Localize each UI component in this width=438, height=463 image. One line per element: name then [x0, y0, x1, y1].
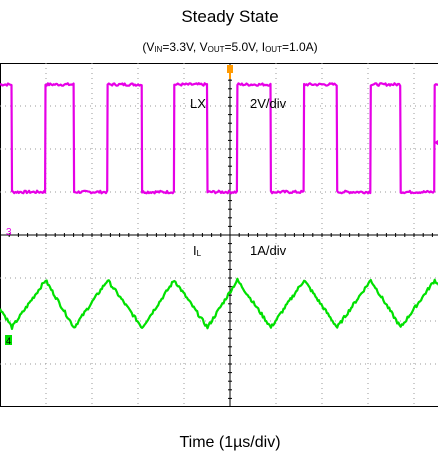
- trigger-marker: [227, 65, 233, 73]
- channel-marker-4-box: [5, 335, 12, 345]
- trigger-level-arrow: [434, 139, 438, 146]
- channel-marker-4: 4: [6, 336, 11, 346]
- series-label-il: IL: [193, 243, 202, 258]
- subtitle-part-5: OUT: [265, 45, 282, 54]
- trace-lx: [0, 82, 438, 195]
- scope-grid: [0, 63, 438, 407]
- series-label-il-sub: L: [197, 249, 202, 258]
- subtitle-part-0: (V: [142, 40, 155, 54]
- scope-labels: LX 2V/div IL 1A/div 3 4: [5, 65, 438, 346]
- series-label-il-main: I: [193, 243, 197, 258]
- scale-label-il: 1A/div: [250, 243, 287, 258]
- x-axis-label: Time (1µs/div): [179, 434, 281, 451]
- scale-label-lx: 2V/div: [250, 96, 287, 111]
- chart-subtitle: (VIN=3.3V, VOUT=5.0V, IOUT=1.0A): [0, 40, 438, 54]
- trigger-marker-stem: [229, 73, 231, 79]
- subtitle-part-1: IN: [154, 45, 163, 54]
- subtitle-part-2: =3.3V, V: [162, 40, 208, 54]
- channel-marker-3: 3: [6, 227, 12, 238]
- scope-traces: [0, 82, 438, 330]
- trace-il: [0, 277, 438, 330]
- subtitle-part-3: OUT: [207, 45, 225, 54]
- series-label-lx: LX: [190, 96, 206, 111]
- subtitle-part-4: =5.0V, I: [224, 40, 266, 54]
- subtitle-part-6: =1.0A): [281, 40, 318, 54]
- chart-title: Steady State: [181, 7, 279, 26]
